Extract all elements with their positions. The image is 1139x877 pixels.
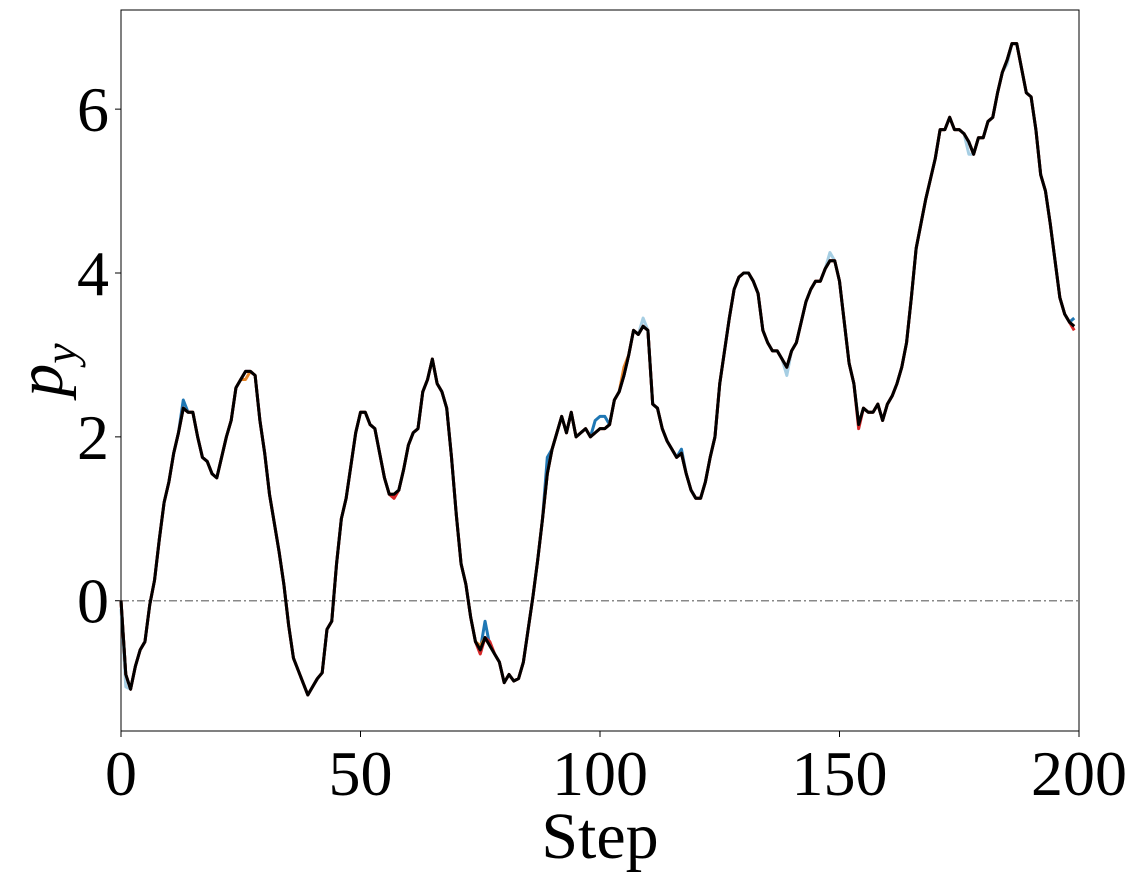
series-line <box>119 42 1076 697</box>
x-tick-label: 0 <box>105 738 137 809</box>
y-tick-label: 6 <box>77 74 109 145</box>
series-line <box>119 42 1076 697</box>
series-line <box>119 42 1076 697</box>
series-line <box>119 42 1076 697</box>
y-tick-label: 2 <box>77 402 109 473</box>
x-tick-label: 150 <box>792 738 888 809</box>
y-tick-label: 0 <box>77 566 109 637</box>
y-tick-label: 4 <box>77 238 109 309</box>
plot-frame <box>120 9 1080 732</box>
x-tick-label: 200 <box>1031 738 1127 809</box>
y-label-base: p <box>4 364 77 401</box>
y-axis-label: py <box>4 343 86 401</box>
series-line <box>119 42 1076 697</box>
x-axis-label: Step <box>541 800 658 873</box>
x-tick-label: 50 <box>329 738 393 809</box>
y-label-sub: y <box>35 343 86 368</box>
x-tick-label: 100 <box>552 738 648 809</box>
